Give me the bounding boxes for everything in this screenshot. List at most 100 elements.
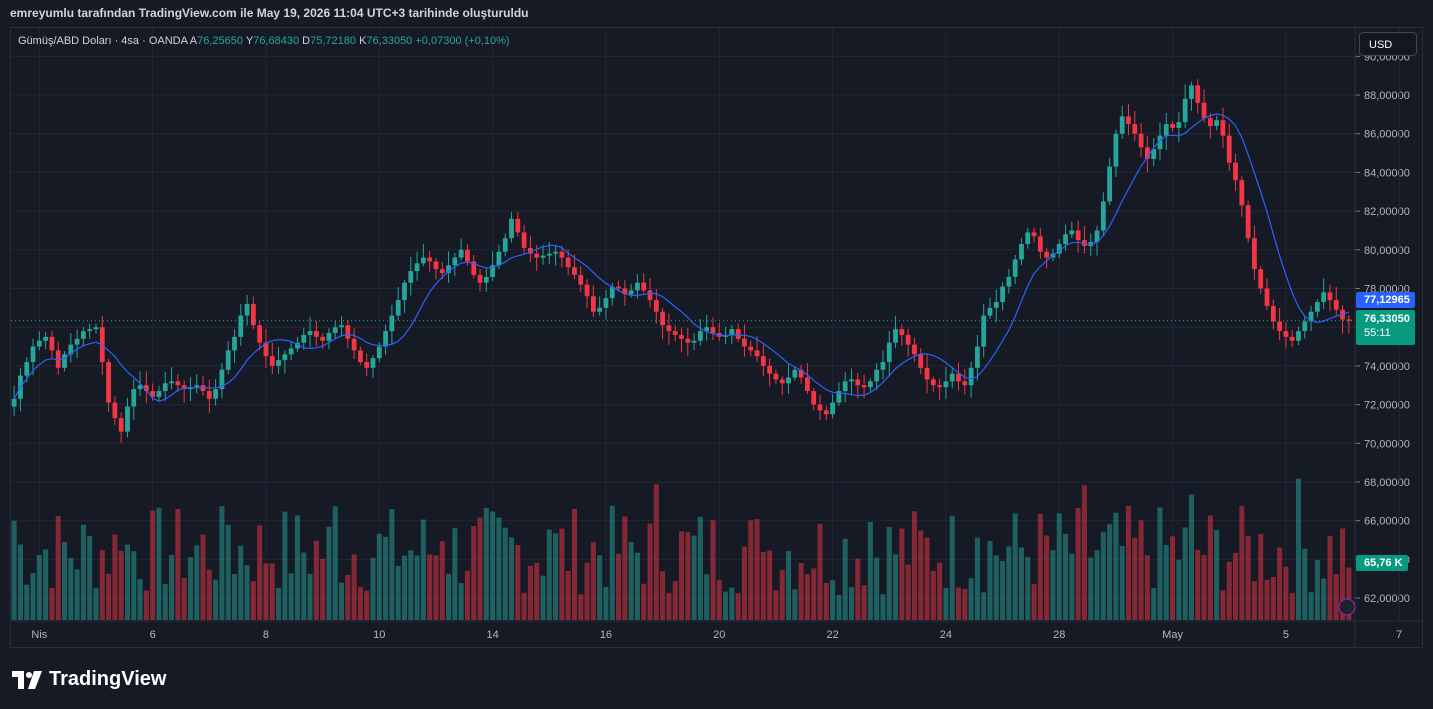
candle-body bbox=[515, 218, 521, 233]
x-tick-label: 28 bbox=[1053, 629, 1065, 641]
volume-bar bbox=[181, 577, 187, 620]
volume-bar bbox=[175, 508, 181, 620]
volume-bar bbox=[1233, 552, 1239, 620]
candle-body bbox=[534, 253, 540, 258]
candle-body bbox=[647, 290, 653, 301]
candle-body bbox=[1346, 319, 1352, 321]
volume-bar bbox=[792, 589, 798, 620]
candle-body bbox=[968, 367, 974, 386]
volume-bar bbox=[546, 529, 552, 620]
candle-body bbox=[269, 356, 275, 366]
y-tick-label: 74,00000 bbox=[1364, 361, 1410, 373]
x-tick-label: 5 bbox=[1283, 629, 1289, 641]
volume-bar bbox=[786, 551, 792, 620]
candle-body bbox=[1012, 259, 1018, 277]
volume-bar bbox=[578, 594, 584, 620]
volume-bar bbox=[710, 520, 716, 620]
candle-body bbox=[584, 284, 590, 297]
volume-bar bbox=[540, 575, 546, 620]
volume-bar bbox=[156, 507, 162, 620]
candle-body bbox=[238, 315, 244, 337]
volume-bar bbox=[1333, 574, 1339, 620]
candle-body bbox=[509, 218, 514, 239]
candle-body bbox=[742, 338, 747, 347]
candle-body bbox=[767, 365, 773, 374]
candle-body bbox=[452, 257, 458, 266]
candle-body bbox=[1308, 311, 1314, 322]
candle-body bbox=[836, 391, 842, 403]
volume-bar bbox=[408, 550, 414, 620]
candle-body bbox=[106, 362, 111, 403]
candle-body bbox=[389, 315, 395, 332]
candle-body bbox=[1170, 124, 1175, 128]
volume-bar bbox=[723, 591, 729, 620]
volume-bar bbox=[276, 587, 282, 620]
candle-body bbox=[465, 249, 470, 262]
volume-bar bbox=[609, 505, 615, 620]
candle-body bbox=[320, 336, 326, 341]
candle-body bbox=[112, 402, 118, 419]
candle-body bbox=[206, 391, 212, 399]
volume-bar bbox=[162, 584, 168, 620]
volume-bar bbox=[1144, 555, 1150, 620]
volume-bar bbox=[213, 579, 219, 620]
candle-body bbox=[1327, 292, 1333, 301]
candle-body bbox=[1144, 147, 1150, 159]
volume-bar bbox=[1050, 550, 1056, 620]
volume-bar bbox=[1302, 548, 1308, 620]
volume-bar bbox=[1289, 593, 1295, 620]
volume-bar bbox=[439, 541, 445, 620]
candle-body bbox=[956, 373, 961, 382]
candle-body bbox=[351, 338, 357, 351]
volume-bar bbox=[250, 581, 256, 620]
volume-bar bbox=[458, 583, 464, 620]
volume-bar bbox=[660, 571, 666, 620]
volume-bar bbox=[943, 588, 949, 620]
candle-body bbox=[383, 331, 388, 347]
volume-bar bbox=[1245, 535, 1251, 620]
candle-body bbox=[24, 362, 30, 376]
volume-bar bbox=[622, 516, 628, 620]
candle-body bbox=[250, 303, 256, 326]
volume-bar bbox=[395, 565, 401, 620]
volume-bar bbox=[1069, 553, 1075, 620]
candle-body bbox=[1176, 122, 1182, 128]
volume-bar bbox=[313, 540, 319, 620]
candle-body bbox=[81, 331, 86, 339]
high-value: 76,68430 bbox=[253, 35, 300, 47]
tradingview-logo[interactable]: TradingView bbox=[12, 668, 166, 691]
volume-bar bbox=[1000, 561, 1006, 620]
volume-bar bbox=[1283, 566, 1289, 620]
candle-body bbox=[748, 346, 754, 351]
y-tick-label: 84,00000 bbox=[1364, 167, 1410, 179]
candle-body bbox=[1163, 124, 1169, 136]
volume-bar bbox=[628, 542, 634, 620]
low-label: D bbox=[302, 35, 311, 47]
volume-bar bbox=[61, 541, 68, 620]
candle-body bbox=[1264, 288, 1270, 306]
volume-bar bbox=[219, 506, 225, 620]
candle-body bbox=[1006, 276, 1012, 287]
candle-body bbox=[849, 379, 854, 382]
candle-body bbox=[137, 385, 143, 390]
candle-body bbox=[244, 303, 250, 316]
volume-bar bbox=[414, 555, 420, 620]
candle-body bbox=[62, 354, 67, 368]
candle-body bbox=[194, 385, 200, 388]
candle-body bbox=[1094, 230, 1100, 243]
currency-button[interactable]: USD bbox=[1359, 32, 1417, 56]
candle-body bbox=[313, 331, 319, 337]
volume-bar bbox=[68, 558, 74, 620]
volume-bar bbox=[131, 551, 137, 620]
candle-body bbox=[1126, 116, 1131, 125]
volume-bar bbox=[817, 523, 823, 620]
candle-body bbox=[760, 356, 766, 366]
candle-body bbox=[364, 362, 370, 368]
volume-bar bbox=[1182, 527, 1188, 620]
candle-body bbox=[301, 334, 307, 343]
candle-body bbox=[1063, 234, 1068, 245]
volume-bar bbox=[74, 569, 80, 620]
x-tick-label: 20 bbox=[713, 629, 725, 641]
candle-body bbox=[1314, 302, 1320, 312]
